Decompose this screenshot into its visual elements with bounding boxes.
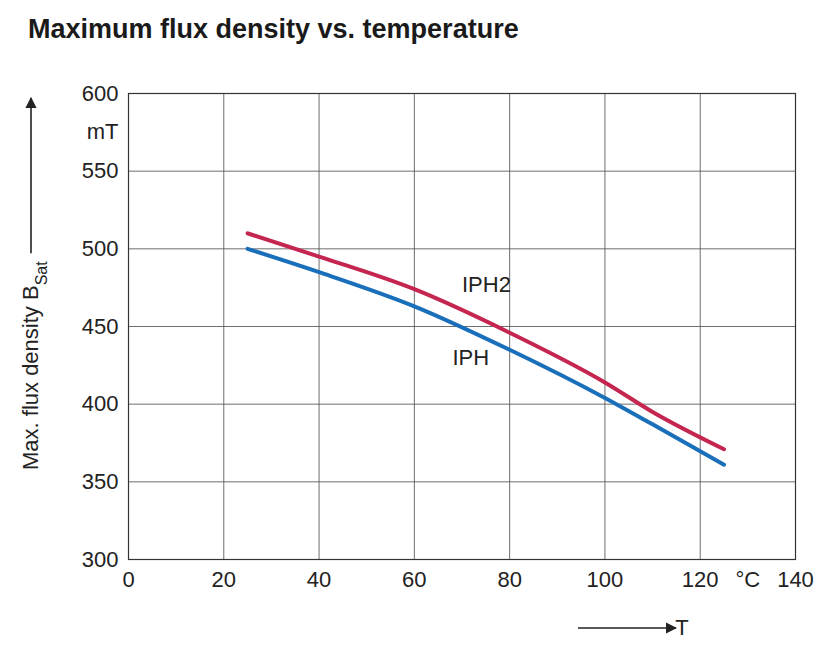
svg-text:550: 550 [82,158,119,183]
svg-text:400: 400 [82,391,119,416]
svg-text:IPH: IPH [452,345,489,370]
svg-text:140: 140 [777,567,814,592]
svg-text:20: 20 [212,567,236,592]
svg-text:120: 120 [682,567,719,592]
svg-text:°C: °C [736,567,761,592]
svg-text:0: 0 [122,567,134,592]
svg-text:350: 350 [82,469,119,494]
svg-text:450: 450 [82,314,119,339]
svg-text:300: 300 [82,547,119,572]
html-text:Maximum flux density vs. tempe: Maximum flux density vs. temperature [28,14,519,44]
svg-text:80: 80 [497,567,521,592]
svg-text:600: 600 [82,81,119,106]
svg-text:100: 100 [587,567,624,592]
svg-text:mT: mT [87,119,119,144]
svg-text:60: 60 [402,567,426,592]
svg-text:500: 500 [82,236,119,261]
svg-text:T: T [675,615,688,640]
svg-text:Max. flux density BSat: Max. flux density BSat [18,261,50,470]
svg-text:IPH2: IPH2 [462,272,511,297]
svg-text:40: 40 [307,567,331,592]
